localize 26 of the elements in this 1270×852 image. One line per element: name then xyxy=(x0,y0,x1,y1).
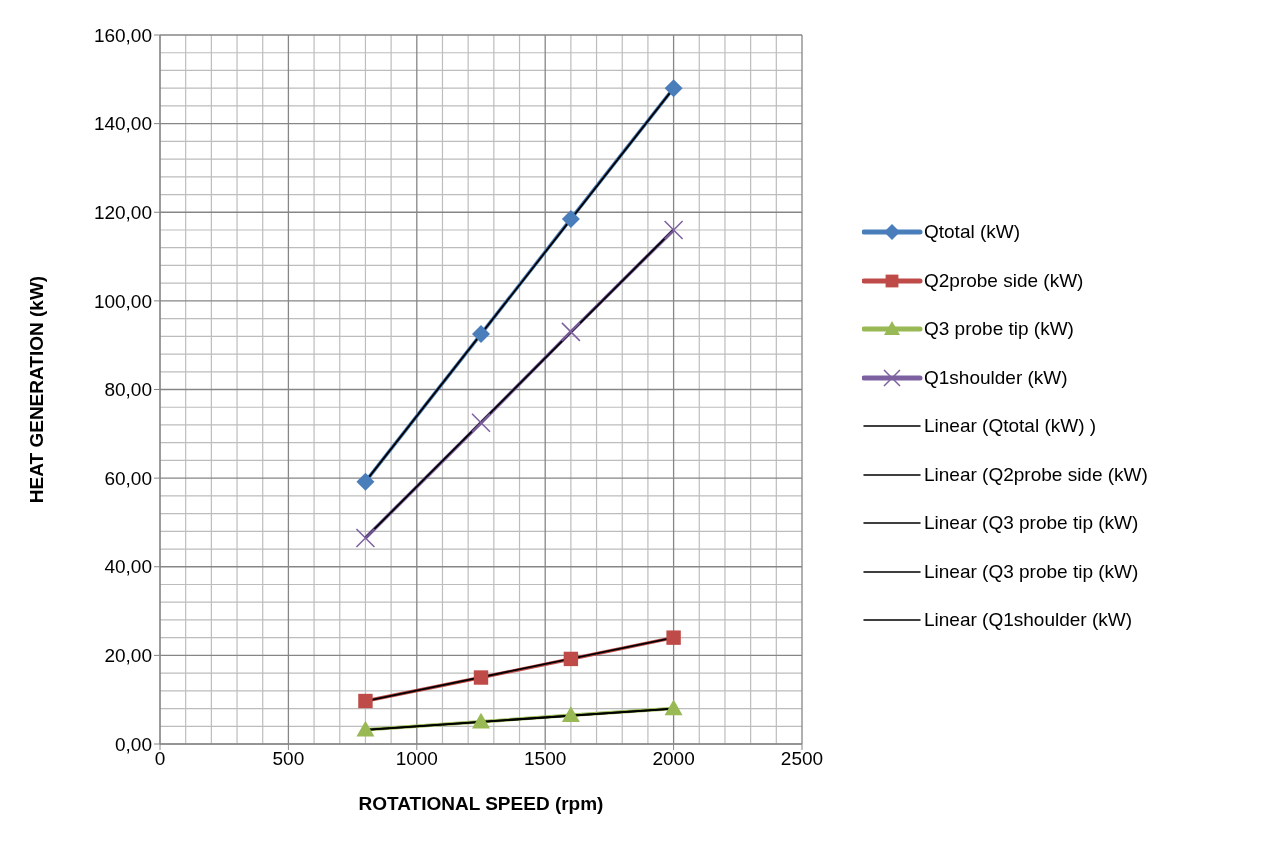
legend-label: Linear (Q1shoulder (kW) xyxy=(924,609,1133,631)
legend-label: Qtotal (kW) xyxy=(924,221,1021,243)
y-axis-title: HEAT GENERATION (kW) xyxy=(25,275,47,504)
x-tick-label: 500 xyxy=(272,748,305,770)
y-tick-label: 60,00 xyxy=(104,467,152,489)
y-tick-label: 100,00 xyxy=(93,290,152,312)
x-axis-title: ROTATIONAL SPEED (rpm) xyxy=(358,793,604,814)
y-tick-label: 120,00 xyxy=(93,201,152,223)
x-tick-label: 0 xyxy=(154,748,166,770)
legend-label: Q3 probe tip (kW) xyxy=(924,318,1074,340)
x-tick-label: 1000 xyxy=(395,748,438,770)
x-tick-label: 2000 xyxy=(652,748,695,770)
y-tick-label: 20,00 xyxy=(104,645,152,667)
x-tick-label: 2500 xyxy=(780,748,824,770)
y-tick-label: 140,00 xyxy=(93,113,152,135)
y-tick-label: 160,00 xyxy=(93,24,152,46)
legend-label: Linear (Q3 probe tip (kW) xyxy=(924,512,1139,534)
y-tick-label: 80,00 xyxy=(104,379,152,401)
x-tick-label: 1500 xyxy=(524,748,567,770)
y-tick-label: 0,00 xyxy=(115,733,152,755)
legend-label: Q2probe side (kW) xyxy=(924,269,1084,292)
y-tick-label: 40,00 xyxy=(104,556,152,578)
legend-label: Linear (Qtotal (kW) ) xyxy=(924,415,1097,437)
legend-label: Linear (Q2probe side (kW) xyxy=(924,463,1148,486)
legend-label: Q1shoulder (kW) xyxy=(924,366,1068,389)
legend-label: Linear (Q3 probe tip (kW) xyxy=(924,560,1139,583)
